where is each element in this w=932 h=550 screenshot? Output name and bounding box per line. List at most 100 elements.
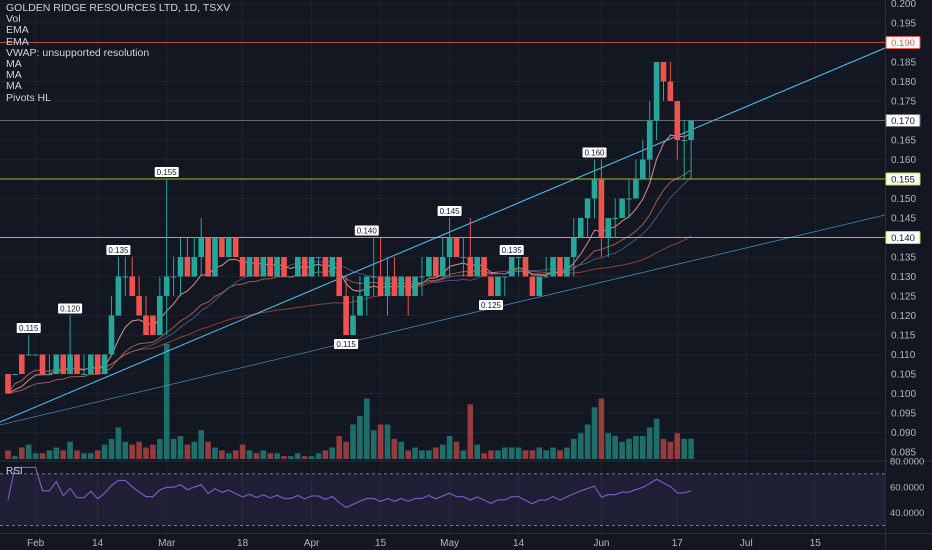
volume-bar [674, 433, 681, 459]
candle [564, 257, 570, 277]
candle [460, 237, 467, 277]
symbol-title[interactable]: GOLDEN RIDGE RESOURCES LTD, 1D, TSXV [6, 2, 231, 14]
candle-body [32, 354, 39, 356]
candle-body [681, 140, 687, 141]
chart-legend: GOLDEN RIDGE RESOURCES LTD, 1D, TSXV Vol… [6, 2, 231, 104]
time-tick-label: Jul [740, 538, 753, 549]
candle-body [357, 296, 363, 316]
price-level-tag: 0.155 [885, 172, 921, 186]
candle [681, 120, 687, 179]
candle-body [377, 276, 384, 296]
candle [253, 257, 260, 277]
pivot-label-box [334, 339, 359, 349]
volume-bar [25, 444, 32, 459]
candle-body [674, 101, 681, 140]
candle [232, 237, 239, 257]
candle [543, 257, 549, 278]
volume-bar [32, 453, 39, 459]
candle [412, 276, 418, 296]
pivot-label-box [437, 206, 462, 216]
candle-body [212, 237, 218, 277]
volume-bar [94, 450, 101, 459]
candle-body [460, 257, 467, 258]
candle [522, 257, 529, 277]
volume-bar [412, 447, 418, 459]
candle-body [653, 62, 660, 121]
candle-body [108, 315, 115, 355]
volume-bar [543, 450, 549, 459]
candle-body [170, 276, 177, 278]
price-tick-label: 0.195 [891, 19, 916, 30]
candle-body [612, 218, 618, 219]
candle-body [25, 354, 32, 356]
candle [136, 276, 142, 316]
volume-bar [598, 398, 605, 459]
price-tick-label: 0.100 [891, 389, 916, 400]
pivot-label-text: 0.120 [60, 305, 81, 314]
candle [274, 257, 280, 277]
candle [122, 257, 129, 296]
volume-bar [640, 436, 646, 459]
candle-body [543, 276, 549, 278]
candle-body [239, 257, 246, 277]
volume-bar [60, 450, 66, 459]
volume-bar [267, 453, 273, 459]
candle [577, 218, 584, 238]
price-tick-label: 0.110 [891, 350, 916, 361]
candle-body [398, 276, 405, 296]
candle-body [419, 276, 425, 278]
candle-body [94, 354, 101, 374]
pivot-label-text: 0.115 [336, 340, 356, 349]
volume-bar [626, 438, 632, 459]
volume-bar [660, 438, 667, 459]
indicator-ma-1[interactable]: MA [6, 58, 22, 71]
price-tick-label: 0.175 [891, 97, 916, 108]
indicator-ema-1[interactable]: EMA [6, 24, 29, 37]
candle-body [329, 257, 336, 277]
indicator-vwap[interactable]: VWAP: unsupported resolution [6, 46, 150, 59]
candle-body [232, 237, 239, 257]
pivot-label-box [479, 300, 503, 310]
indicator-pivots-hl[interactable]: Pivots HL [6, 91, 51, 104]
indicator-ema-2[interactable]: EMA [6, 35, 29, 48]
candle [488, 276, 494, 296]
candle [212, 237, 218, 277]
volume-bar [301, 456, 308, 459]
candle [5, 374, 11, 394]
candle [32, 354, 39, 356]
candle-body [267, 257, 273, 277]
candle [343, 276, 349, 335]
pivot-label: 0.120 [58, 303, 83, 314]
candle-body [591, 179, 598, 199]
candle-body [412, 276, 418, 296]
candle-body [370, 276, 377, 278]
pivot-label-text: 0.115 [19, 324, 39, 333]
candle [474, 257, 480, 277]
indicator-vol[interactable]: Vol [6, 13, 21, 26]
volume-bar [136, 441, 142, 459]
rsi-pane-label[interactable]: RSI [6, 466, 23, 477]
candle-body [163, 276, 170, 296]
candle-body [19, 354, 25, 374]
candle [384, 257, 391, 316]
candle-body [619, 198, 625, 218]
candle [419, 257, 425, 296]
volume-bar [364, 398, 370, 459]
candle [315, 257, 322, 277]
indicator-ma-2[interactable]: MA [6, 69, 22, 82]
candle [163, 179, 170, 335]
candle-body [12, 374, 18, 375]
candle-body [640, 159, 646, 179]
candle [329, 257, 336, 277]
volume-bar [557, 450, 563, 459]
candle-body [101, 354, 108, 374]
indicator-ma-3[interactable]: MA [6, 80, 22, 93]
candle [377, 237, 384, 296]
volume-bar [502, 447, 508, 459]
pivot-label-box [58, 303, 83, 314]
volume-bar [481, 453, 487, 459]
price-tick-label: 0.145 [891, 214, 916, 225]
candle [60, 354, 66, 374]
candle [370, 237, 377, 296]
